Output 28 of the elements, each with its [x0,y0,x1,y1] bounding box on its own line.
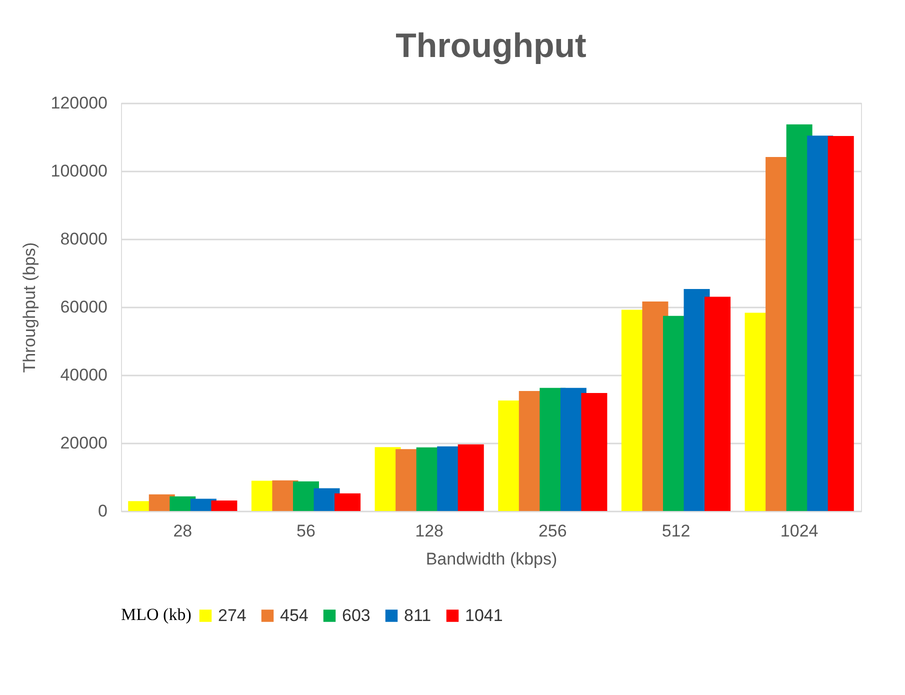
x-tick-label: 128 [415,522,444,540]
legend-label: 811 [404,606,432,625]
y-tick-label: 0 [98,502,108,520]
y-tick-label: 40000 [60,366,108,384]
x-axis-title: Bandwidth (kbps) [426,550,558,568]
x-tick-label: 1024 [780,522,818,540]
bar [458,444,484,511]
bar [334,493,361,511]
chart-title: Throughput [396,27,586,65]
y-axis-title: Throughput (bps) [20,242,39,373]
y-tick-label: 20000 [60,434,108,452]
y-tick-label: 120000 [50,94,108,112]
legend-title: MLO (kb) [121,605,192,624]
y-tick-label: 60000 [60,298,108,316]
x-tick-label: 56 [296,522,316,540]
bar [828,136,854,511]
legend-label: 603 [342,606,370,625]
bar [581,393,608,511]
legend-label: 1041 [465,606,503,625]
y-tick-label: 80000 [60,230,108,248]
x-tick-label: 28 [173,522,192,540]
bar [704,296,731,511]
y-tick-label: 100000 [50,162,108,180]
legend-label: 274 [218,606,246,625]
x-tick-label: 256 [538,522,567,540]
legend-label: 454 [280,606,308,625]
bar [211,500,238,511]
x-tick-label: 512 [662,522,690,540]
